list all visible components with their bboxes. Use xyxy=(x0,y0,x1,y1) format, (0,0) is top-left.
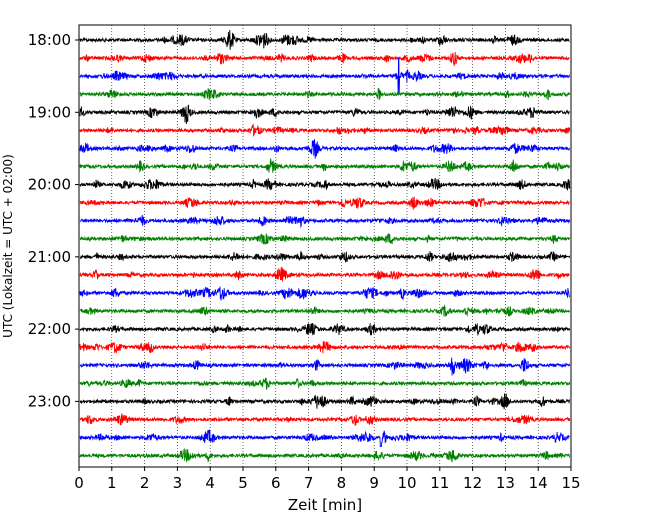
x-tick-label: 3 xyxy=(173,474,183,492)
x-tick-label: 8 xyxy=(337,474,347,492)
x-tick-label: 7 xyxy=(304,474,314,492)
trace-20-00 xyxy=(79,177,571,191)
plot-frame xyxy=(78,24,572,468)
x-tick-label: 1 xyxy=(107,474,117,492)
trace-22-00 xyxy=(79,322,571,337)
trace-21-15 xyxy=(79,267,570,282)
trace-23-00 xyxy=(79,393,571,410)
trace-21-45 xyxy=(79,304,571,317)
trace-19-30 xyxy=(79,139,570,159)
x-tick-label: 2 xyxy=(140,474,150,492)
x-tick-label: 11 xyxy=(430,474,449,492)
y-tick-label: 20:00 xyxy=(28,176,71,194)
trace-22-15 xyxy=(79,341,571,354)
x-tick-label: 5 xyxy=(238,474,248,492)
x-tick-label: 15 xyxy=(561,474,580,492)
trace-20-45 xyxy=(79,233,571,245)
trace-20-30 xyxy=(79,214,571,229)
trace-18-15 xyxy=(79,51,570,67)
trace-21-00 xyxy=(79,251,571,263)
trace-22-45 xyxy=(79,377,571,391)
y-tick-label: 22:00 xyxy=(28,320,71,338)
trace-20-15 xyxy=(79,196,570,210)
y-tick-label: 21:00 xyxy=(28,248,71,266)
x-tick-label: 13 xyxy=(496,474,515,492)
trace-19-45 xyxy=(79,158,571,173)
y-tick-label: 23:00 xyxy=(28,392,71,410)
x-tick-label: 12 xyxy=(463,474,482,492)
trace-23-30 xyxy=(79,429,570,447)
x-axis-label: Zeit [min] xyxy=(288,496,362,514)
y-axis-label: UTC (Lokalzeit = UTC + 02:00) xyxy=(1,154,15,338)
trace-19-15 xyxy=(79,123,571,137)
y-tick-label: 19:00 xyxy=(28,103,71,121)
x-tick-label: 4 xyxy=(205,474,215,492)
trace-19-00 xyxy=(79,104,571,125)
x-tick-label: 14 xyxy=(529,474,548,492)
trace-23-15 xyxy=(79,413,571,427)
traces xyxy=(79,29,571,464)
trace-21-30 xyxy=(79,286,570,301)
trace-18-45 xyxy=(79,87,571,101)
trace-18-30 xyxy=(79,57,571,95)
y-axis: 18:00 19:00 20:00 21:00 22:00 23:00 xyxy=(28,31,79,410)
x-axis: 0 1 2 3 4 5 6 7 8 9 10 11 12 13 14 15 xyxy=(74,467,581,492)
x-tick-label: 10 xyxy=(397,474,416,492)
x-tick-label: 6 xyxy=(271,474,281,492)
x-tick-label: 0 xyxy=(74,474,84,492)
trace-22-30 xyxy=(79,357,571,376)
trace-18-00 xyxy=(79,29,570,50)
y-tick-label: 18:00 xyxy=(28,31,71,49)
x-tick-label: 9 xyxy=(369,474,379,492)
trace-23-45 xyxy=(79,448,571,464)
